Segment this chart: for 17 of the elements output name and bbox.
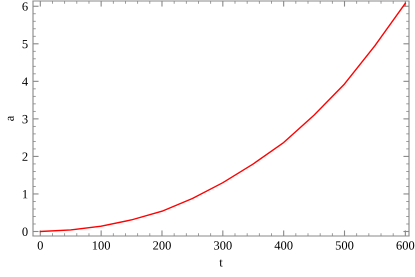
x-tick-label: 0 (38, 241, 43, 250)
y-tick-label: 2 (22, 152, 28, 161)
y-tick-label: 0 (22, 228, 28, 236)
y-tick-label: 6 (22, 2, 28, 11)
x-tick-label: 500 (336, 241, 354, 250)
x-tick-label: 600 (396, 241, 414, 250)
x-tick-label: 200 (153, 241, 171, 250)
x-tick-label: 100 (92, 241, 110, 250)
x-tick-label: 400 (274, 241, 293, 250)
x-tick-label: 300 (214, 241, 232, 250)
x-axis-title: t (219, 259, 223, 267)
y-tick-label: 5 (22, 40, 28, 48)
y-tick-label: 3 (22, 114, 28, 124)
y-tick-label: 4 (22, 77, 28, 86)
y-axis-title: a (8, 116, 14, 121)
y-tick-label: 1 (22, 190, 28, 198)
line-series (40, 2, 406, 232)
